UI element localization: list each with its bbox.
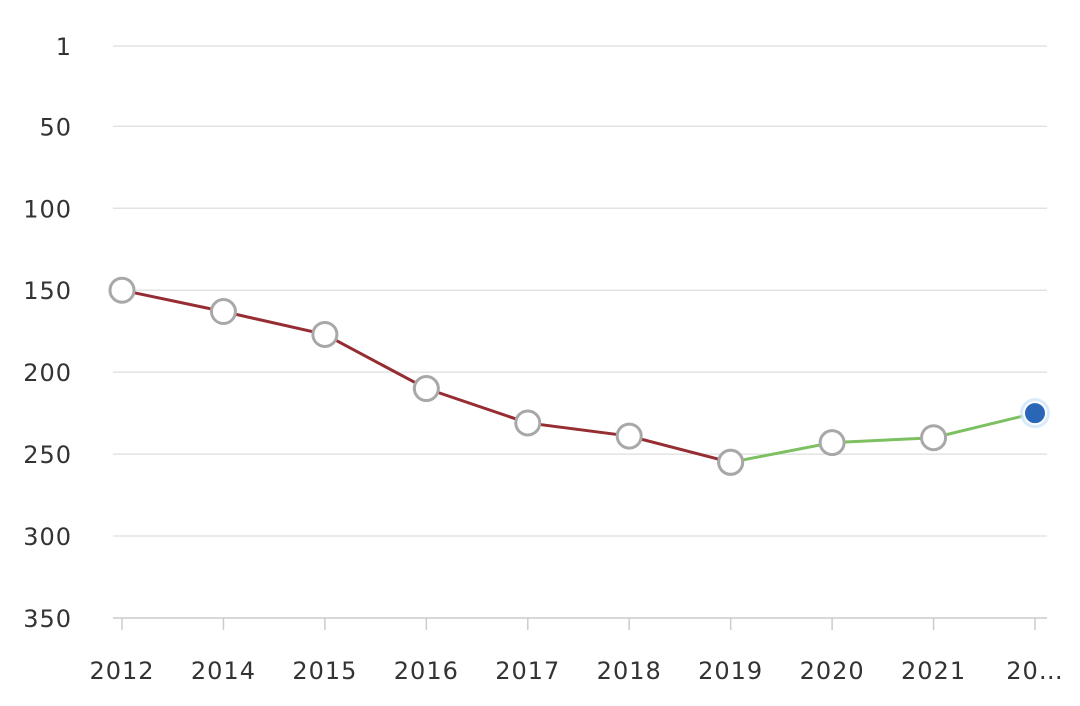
series-line	[730, 411, 1036, 464]
marker	[717, 448, 745, 476]
y-tick-label: 100	[23, 195, 72, 223]
marker	[514, 409, 542, 437]
x-tick-label: 2017	[495, 657, 560, 685]
marker	[108, 276, 136, 304]
marker	[412, 375, 440, 403]
x-tick-label: 2021	[901, 657, 966, 685]
x-tick-label: 20…	[1006, 657, 1064, 685]
marker	[920, 424, 948, 452]
y-tick-label: 200	[23, 359, 72, 387]
y-tick-label: 300	[23, 523, 72, 551]
y-tick-label: 1	[56, 33, 72, 61]
marker	[818, 429, 846, 457]
x-tick-label: 2019	[698, 657, 763, 685]
marker	[209, 298, 237, 326]
y-tick-label: 50	[39, 113, 72, 141]
x-tick-label: 2016	[394, 657, 459, 685]
marker	[615, 422, 643, 450]
marker	[311, 320, 339, 348]
y-tick-label: 350	[23, 605, 72, 633]
marker	[1023, 401, 1047, 426]
x-tick-label: 2012	[89, 657, 154, 685]
y-tick-label: 250	[23, 441, 72, 469]
x-tick-label: 2014	[191, 657, 256, 685]
x-tick-label: 2015	[292, 657, 357, 685]
y-tick-label: 150	[23, 277, 72, 305]
x-tick-label: 2018	[597, 657, 662, 685]
x-tick-label: 2020	[800, 657, 865, 685]
